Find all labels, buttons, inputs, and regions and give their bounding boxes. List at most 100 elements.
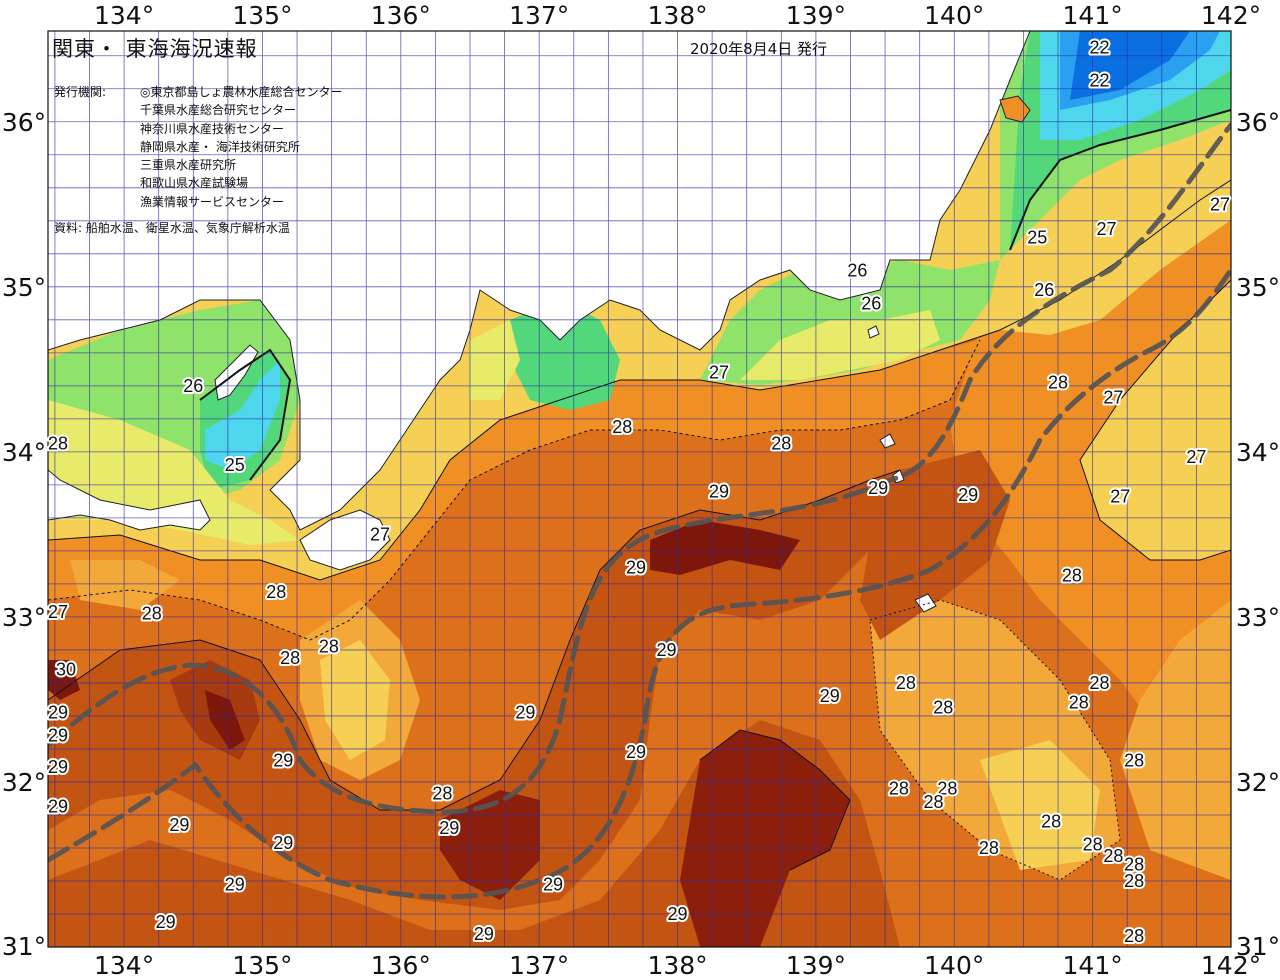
contour-value-label: 27 [48, 602, 68, 622]
longitude-label: 137° [509, 951, 569, 980]
contour-value-label: 28 [933, 698, 953, 718]
contour-value-label: 29 [273, 750, 293, 770]
kuroshio-axis [48, 122, 1231, 900]
longitude-label: 139° [786, 951, 846, 980]
longitude-label: 138° [647, 1, 707, 30]
issuer-list: ◎東京都島しょ農林水産総合センター 千葉県水産総合研究センター 神奈川県水産技術… [140, 83, 342, 211]
latitude-label: 34° [1236, 438, 1280, 467]
contour-value-label: 27 [1110, 486, 1130, 506]
contour-value-label: 29 [48, 726, 68, 746]
contour-value-label: 27 [1096, 219, 1116, 239]
contour-value-label: 29 [626, 742, 646, 762]
latitude-label: 32° [1236, 768, 1280, 797]
map-title: 関東・ 東海海況速報 [52, 37, 258, 61]
longitude-label: 141° [1063, 951, 1123, 980]
latitude-label: 31° [1236, 932, 1280, 961]
issuer-item: 千葉県水産総合研究センター [140, 103, 297, 118]
issuer-item: 和歌山県水産試験場 [140, 176, 249, 191]
longitude-labels-bottom: 134° 135° 136° 137° 138° 139° 140° 141° 142° [94, 951, 1261, 980]
contour-value-label: 26 [861, 293, 881, 313]
contour-value-label: 28 [1124, 871, 1144, 891]
longitude-label: 141° [1063, 1, 1123, 30]
data-source: 資料: 船舶水温、衛星水温、気象庁解析水温 [54, 221, 290, 235]
latitude-label: 35° [1236, 273, 1280, 302]
issuer-item: 漁業情報サービスセンター [140, 194, 285, 209]
contour-value-label: 29 [169, 815, 189, 835]
latitude-labels-left: 36° 35° 34° 33° 32° 31° [2, 108, 46, 961]
contour-value-label: 27 [1103, 387, 1123, 407]
contour-value-label: 29 [273, 833, 293, 853]
contour-value-label: 27 [1186, 447, 1206, 467]
latitude-label: 33° [1236, 603, 1280, 632]
contour-value-label: 28 [937, 779, 957, 799]
longitude-label: 134° [94, 951, 154, 980]
contour-value-label: 22 [1090, 71, 1110, 91]
contour-value-label: 28 [319, 637, 339, 657]
lat-lon-grid [48, 31, 1232, 948]
contour-value-label: 28 [924, 792, 944, 812]
longitude-labels-top: 134° 135° 136° 137° 138° 139° 140° 141° 142° [94, 1, 1261, 30]
contour-value-label: 29 [656, 640, 676, 660]
contour-value-label: 29 [48, 757, 68, 777]
contour-value-label: 29 [958, 485, 978, 505]
issuer-item: 神奈川県水産技術センター [140, 121, 285, 136]
contour-value-label: 28 [1103, 846, 1123, 866]
contour-value-label: 28 [266, 582, 286, 602]
longitude-label: 140° [924, 951, 984, 980]
contour-value-label: 28 [1069, 693, 1089, 713]
issuer-item: ◎東京都島しょ農林水産総合センター [140, 85, 343, 99]
latitude-label: 31° [2, 932, 46, 961]
contour-value-label: 27 [1210, 194, 1230, 214]
contour-value-label: 29 [48, 703, 68, 723]
contour-value-label: 29 [156, 912, 176, 932]
contour-value-label: 28 [889, 779, 909, 799]
contour-value-label: 29 [626, 557, 646, 577]
isotherm-lines [48, 109, 1231, 881]
latitude-label: 36° [2, 108, 46, 137]
contour-value-label: 28 [979, 838, 999, 858]
latitude-label: 36° [1236, 108, 1280, 137]
contour-value-label: 28 [1090, 673, 1110, 693]
longitude-label: 136° [371, 951, 431, 980]
latitude-label: 33° [2, 603, 46, 632]
contour-value-label: 28 [432, 784, 452, 804]
contour-value-label: 26 [183, 376, 203, 396]
contour-value-label: 29 [48, 797, 68, 817]
longitude-label: 142° [1201, 1, 1261, 30]
contour-value-label: 28 [1124, 854, 1144, 874]
latitude-label: 34° [2, 438, 46, 467]
contour-value-label: 29 [515, 703, 535, 723]
contour-value-label: 29 [668, 904, 688, 924]
contour-value-label: 29 [709, 481, 729, 501]
contour-value-label: 28 [1048, 373, 1068, 393]
map-border [47, 30, 1232, 948]
contour-value-label: 28 [1083, 835, 1103, 855]
contour-value-label: 22 [1090, 38, 1110, 58]
latitude-label: 35° [2, 273, 46, 302]
longitude-label: 134° [94, 1, 154, 30]
contour-value-label: 28 [896, 673, 916, 693]
contour-value-label: 28 [280, 648, 300, 668]
latitude-labels-right: 36° 35° 34° 33° 32° 31° [1236, 108, 1280, 961]
contour-value-label: 29 [868, 478, 888, 498]
contour-value-label: 28 [48, 434, 68, 454]
issue-date: 2020年8月4日 発行 [690, 40, 828, 58]
longitude-label: 135° [232, 951, 292, 980]
contour-value-label: 27 [370, 524, 390, 544]
longitude-label: 140° [924, 1, 984, 30]
contour-value-label: 29 [225, 874, 245, 894]
issuer-label: 発行機関: [54, 85, 107, 99]
latitude-label: 32° [2, 768, 46, 797]
contour-value-label: 25 [1027, 227, 1047, 247]
contour-value-label: 26 [1034, 280, 1054, 300]
contour-value-label: 28 [1124, 926, 1144, 946]
issuer-item: 三重県水産研究所 [140, 158, 237, 173]
contour-value-label: 29 [820, 686, 840, 706]
contour-value-label: 30 [56, 660, 76, 680]
longitude-label: 142° [1201, 951, 1261, 980]
contour-value-label: 28 [612, 417, 632, 437]
issuer-item: 静岡県水産・ 海洋技術研究所 [140, 139, 300, 154]
contour-value-label: 25 [225, 455, 245, 475]
contour-value-label: 28 [1062, 566, 1082, 586]
